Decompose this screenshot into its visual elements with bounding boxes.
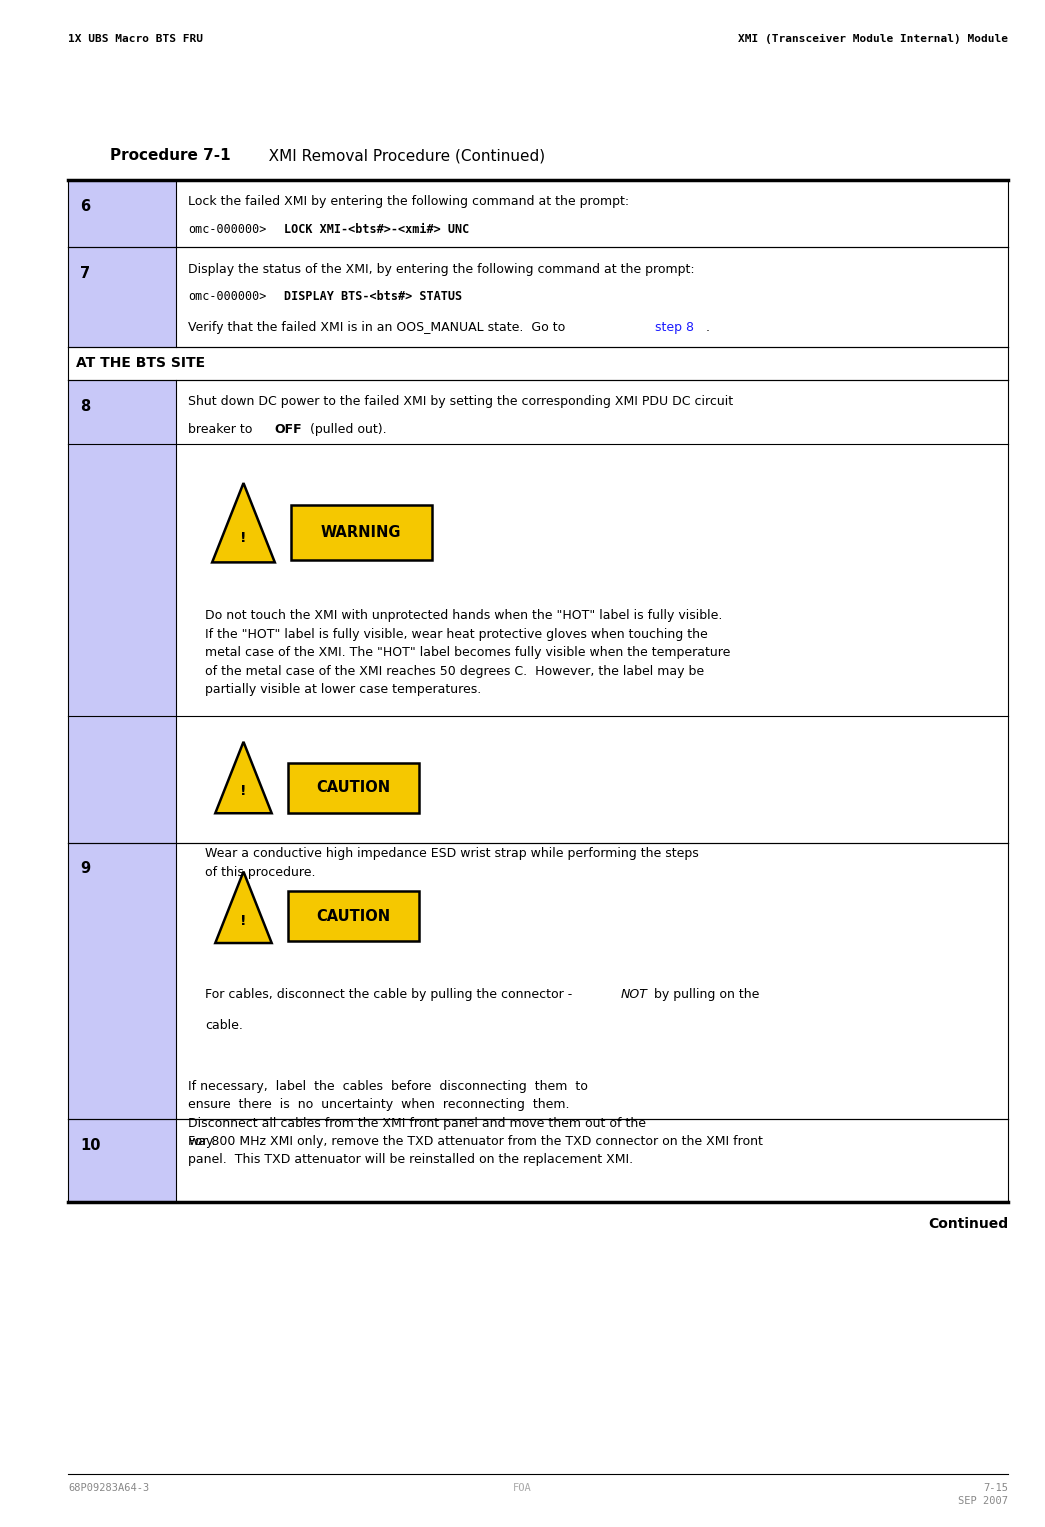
Text: 7-15: 7-15	[983, 1483, 1008, 1493]
Text: !: !	[240, 783, 247, 799]
Bar	[68, 347, 1008, 380]
Text: Wear a conductive high impedance ESD wrist strap while performing the steps
of t: Wear a conductive high impedance ESD wri…	[205, 847, 698, 880]
Text: breaker to: breaker to	[188, 423, 256, 437]
Bar	[68, 444, 176, 716]
Text: omc-000000>: omc-000000>	[188, 223, 266, 237]
Text: by pulling on the: by pulling on the	[650, 988, 760, 1002]
Bar	[68, 180, 176, 247]
Text: !: !	[240, 530, 247, 545]
Bar	[291, 505, 432, 560]
Text: Lock the failed XMI by entering the following command at the prompt:: Lock the failed XMI by entering the foll…	[188, 195, 629, 209]
Bar	[68, 843, 176, 1119]
Text: 7: 7	[80, 266, 91, 281]
Text: 8: 8	[80, 399, 91, 414]
Text: Procedure 7-1: Procedure 7-1	[110, 148, 230, 163]
Text: Continued: Continued	[928, 1217, 1008, 1231]
Text: Shut down DC power to the failed XMI by setting the corresponding XMI PDU DC cir: Shut down DC power to the failed XMI by …	[188, 395, 734, 409]
Text: (pulled out).: (pulled out).	[306, 423, 387, 437]
Text: XMI Removal Procedure (Continued): XMI Removal Procedure (Continued)	[254, 148, 545, 163]
Bar	[176, 247, 1008, 347]
Bar	[68, 1119, 176, 1202]
Polygon shape	[215, 742, 272, 814]
Bar	[68, 716, 176, 843]
Text: 68P09283A64-3: 68P09283A64-3	[68, 1483, 149, 1493]
Text: FOA: FOA	[513, 1483, 532, 1493]
Text: OFF: OFF	[275, 423, 302, 437]
Bar	[176, 444, 1008, 716]
Text: If necessary,  label  the  cables  before  disconnecting  them  to
ensure  there: If necessary, label the cables before di…	[188, 1080, 646, 1148]
Text: CAUTION: CAUTION	[317, 909, 391, 924]
Bar	[68, 247, 176, 347]
Text: 6: 6	[80, 199, 91, 214]
Text: For cables, disconnect the cable by pulling the connector -: For cables, disconnect the cable by pull…	[205, 988, 576, 1002]
Bar	[176, 716, 1008, 843]
Text: AT THE BTS SITE: AT THE BTS SITE	[76, 356, 206, 371]
Text: !: !	[240, 913, 247, 928]
Text: Do not touch the XMI with unprotected hands when the "HOT" label is fully visibl: Do not touch the XMI with unprotected ha…	[205, 609, 730, 696]
Text: NOT: NOT	[621, 988, 648, 1002]
Text: Verify that the failed XMI is in an OOS_MANUAL state.  Go to: Verify that the failed XMI is in an OOS_…	[188, 321, 570, 334]
Bar	[176, 180, 1008, 247]
Text: 1X UBS Macro BTS FRU: 1X UBS Macro BTS FRU	[68, 34, 203, 44]
Text: WARNING: WARNING	[321, 525, 401, 541]
Text: Display the status of the XMI, by entering the following command at the prompt:: Display the status of the XMI, by enteri…	[188, 263, 695, 276]
Polygon shape	[215, 872, 272, 944]
Text: SEP 2007: SEP 2007	[958, 1496, 1008, 1507]
Text: 10: 10	[80, 1138, 101, 1153]
Text: .: .	[705, 321, 710, 334]
Polygon shape	[212, 483, 275, 562]
Bar	[176, 843, 1008, 1119]
Text: DISPLAY BTS-<bts#> STATUS: DISPLAY BTS-<bts#> STATUS	[284, 290, 462, 304]
Text: omc-000000>: omc-000000>	[188, 290, 266, 304]
Text: CAUTION: CAUTION	[317, 780, 391, 796]
Bar	[288, 762, 419, 812]
Text: cable.: cable.	[205, 1019, 242, 1032]
Bar	[288, 890, 419, 941]
Text: XMI (Transceiver Module Internal) Module: XMI (Transceiver Module Internal) Module	[739, 34, 1008, 44]
Text: For 800 MHz XMI only, remove the TXD attenuator from the TXD connector on the XM: For 800 MHz XMI only, remove the TXD att…	[188, 1135, 763, 1167]
Text: step 8: step 8	[655, 321, 694, 334]
Bar	[68, 380, 176, 444]
Text: 9: 9	[80, 861, 91, 876]
Bar	[176, 380, 1008, 444]
Bar	[176, 1119, 1008, 1202]
Text: LOCK XMI-<bts#>-<xmi#> UNC: LOCK XMI-<bts#>-<xmi#> UNC	[284, 223, 469, 237]
